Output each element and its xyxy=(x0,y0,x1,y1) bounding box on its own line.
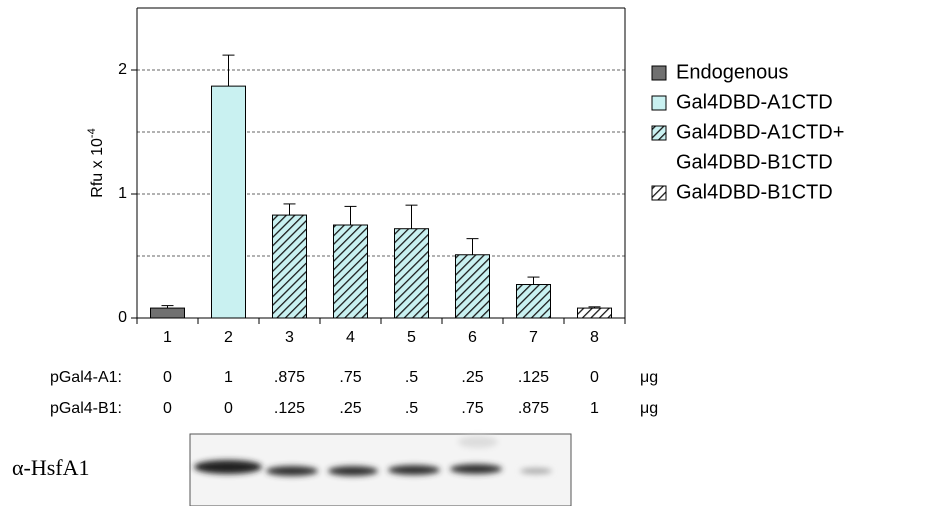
row-unit: μg xyxy=(640,400,658,417)
table-cell: .5 xyxy=(405,400,418,417)
table-cell: 0 xyxy=(590,369,599,386)
table-cell: .875 xyxy=(518,400,549,417)
bar xyxy=(273,215,307,318)
table-cell: .75 xyxy=(339,369,361,386)
x-tick-label: 3 xyxy=(285,329,294,346)
row-label: pGal4-A1: xyxy=(50,369,122,386)
legend-label: Gal4DBD-B1CTD xyxy=(676,181,833,203)
legend-swatch xyxy=(652,66,666,80)
legend-swatch xyxy=(652,186,666,200)
y-axis-label-base: Rfu x 10 xyxy=(89,138,106,198)
table-cell: 0 xyxy=(224,400,233,417)
table-cell: .875 xyxy=(274,369,305,386)
table-cell: 1 xyxy=(590,400,599,417)
y-axis-label-exponent: -4 xyxy=(86,128,98,138)
table-cell: .75 xyxy=(461,400,483,417)
table-cell: 1 xyxy=(224,369,233,386)
x-tick-label: 6 xyxy=(468,329,477,346)
x-tick-label: 4 xyxy=(346,329,355,346)
table-cell: .125 xyxy=(274,400,305,417)
row-label: pGal4-B1: xyxy=(50,400,122,417)
y-tick-label: 1 xyxy=(118,185,127,202)
legend-swatch xyxy=(652,126,666,140)
table-cell: .125 xyxy=(518,369,549,386)
table-cell: 0 xyxy=(163,400,172,417)
table-cell: .25 xyxy=(461,369,483,386)
legend-label: Endogenous xyxy=(676,61,788,83)
x-tick-label: 2 xyxy=(224,329,233,346)
bar xyxy=(456,255,490,318)
legend-label: Gal4DBD-A1CTD xyxy=(676,91,833,113)
x-tick-label: 8 xyxy=(590,329,599,346)
y-axis-label: Rfu x 10-4 xyxy=(86,128,106,197)
figure: α-HsfA1 0 1 2 Rfu x 10-4 1 2 3 4 5 6 7 8 Endogenous G… xyxy=(0,0,925,506)
bar xyxy=(578,308,612,318)
bar xyxy=(212,86,246,318)
bar xyxy=(334,225,368,318)
x-tick-label: 1 xyxy=(163,329,172,346)
legend-label: Gal4DBD-A1CTD+ xyxy=(676,121,844,143)
bar xyxy=(151,308,185,318)
blot-label: α-HsfA1 xyxy=(12,455,90,480)
bar xyxy=(395,229,429,318)
table-cell: 0 xyxy=(163,369,172,386)
x-tick-label: 7 xyxy=(529,329,538,346)
legend-swatch xyxy=(652,96,666,110)
table-cell: .25 xyxy=(339,400,361,417)
bar xyxy=(517,285,551,318)
legend-label: Gal4DBD-B1CTD xyxy=(676,151,833,173)
y-tick-label: 0 xyxy=(118,309,127,326)
row-unit: μg xyxy=(640,369,658,386)
y-tick-label: 2 xyxy=(118,61,127,78)
table-cell: .5 xyxy=(405,369,418,386)
blot xyxy=(190,434,571,506)
x-tick-label: 5 xyxy=(407,329,416,346)
